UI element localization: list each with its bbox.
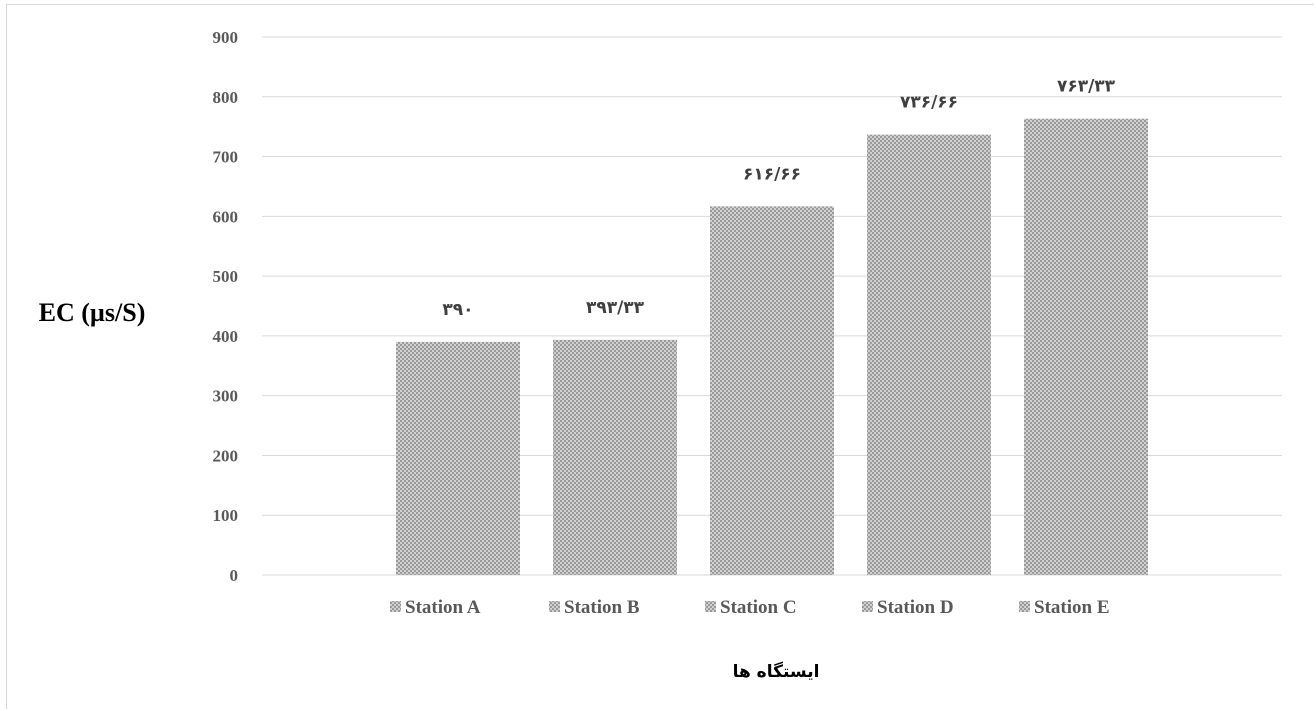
y-tick-label: 100 [213, 506, 239, 525]
y-tick-label: 600 [213, 207, 239, 226]
y-tick-label: 200 [213, 446, 239, 465]
y-tick-label: 400 [213, 327, 239, 346]
chart-frame [6, 4, 1314, 709]
y-axis-label: EC (µs/S) [39, 298, 146, 327]
y-tick-label: 700 [213, 148, 239, 167]
legend-swatch [705, 601, 716, 612]
data-label: ۷۳۶/۶۶ [900, 93, 958, 113]
y-tick-label: 900 [213, 28, 239, 47]
legend: Station A Station B Station C Station D Stat… [390, 597, 1110, 618]
legend-swatch [390, 601, 401, 612]
y-tick-label: 500 [213, 267, 239, 286]
bar [396, 341, 520, 575]
legend-swatch [1019, 601, 1030, 612]
legend-swatch [549, 601, 560, 612]
data-label: ۳۹۰ [442, 300, 473, 320]
y-axis-ticks: 0 100 200 300 400 500 600 700 800 900 [213, 28, 239, 585]
legend-swatch [862, 601, 873, 612]
data-label: ۳۹۳/۳۳ [586, 298, 645, 318]
x-axis-title: ایستگاه ها [733, 661, 820, 682]
bar [710, 206, 834, 575]
bar [1024, 118, 1148, 575]
y-tick-label: 0 [230, 566, 239, 585]
legend-entry: Station E [1034, 597, 1110, 618]
bar [553, 339, 677, 575]
data-labels: ۳۹۰ ۳۹۳/۳۳ ۶۱۶/۶۶ ۷۳۶/۶۶ ۷۶۳/۳۳ [442, 77, 1115, 320]
bars [396, 118, 1148, 575]
y-tick-label: 800 [213, 88, 239, 107]
data-label: ۶۱۶/۶۶ [743, 164, 801, 184]
legend-entry: Station D [877, 597, 954, 618]
data-label: ۷۶۳/۳۳ [1057, 77, 1116, 97]
bar [867, 134, 991, 575]
legend-entry: Station B [564, 597, 640, 618]
legend-entry: Station C [720, 597, 797, 618]
y-tick-label: 300 [213, 387, 239, 406]
legend-entry: Station A [405, 597, 481, 618]
